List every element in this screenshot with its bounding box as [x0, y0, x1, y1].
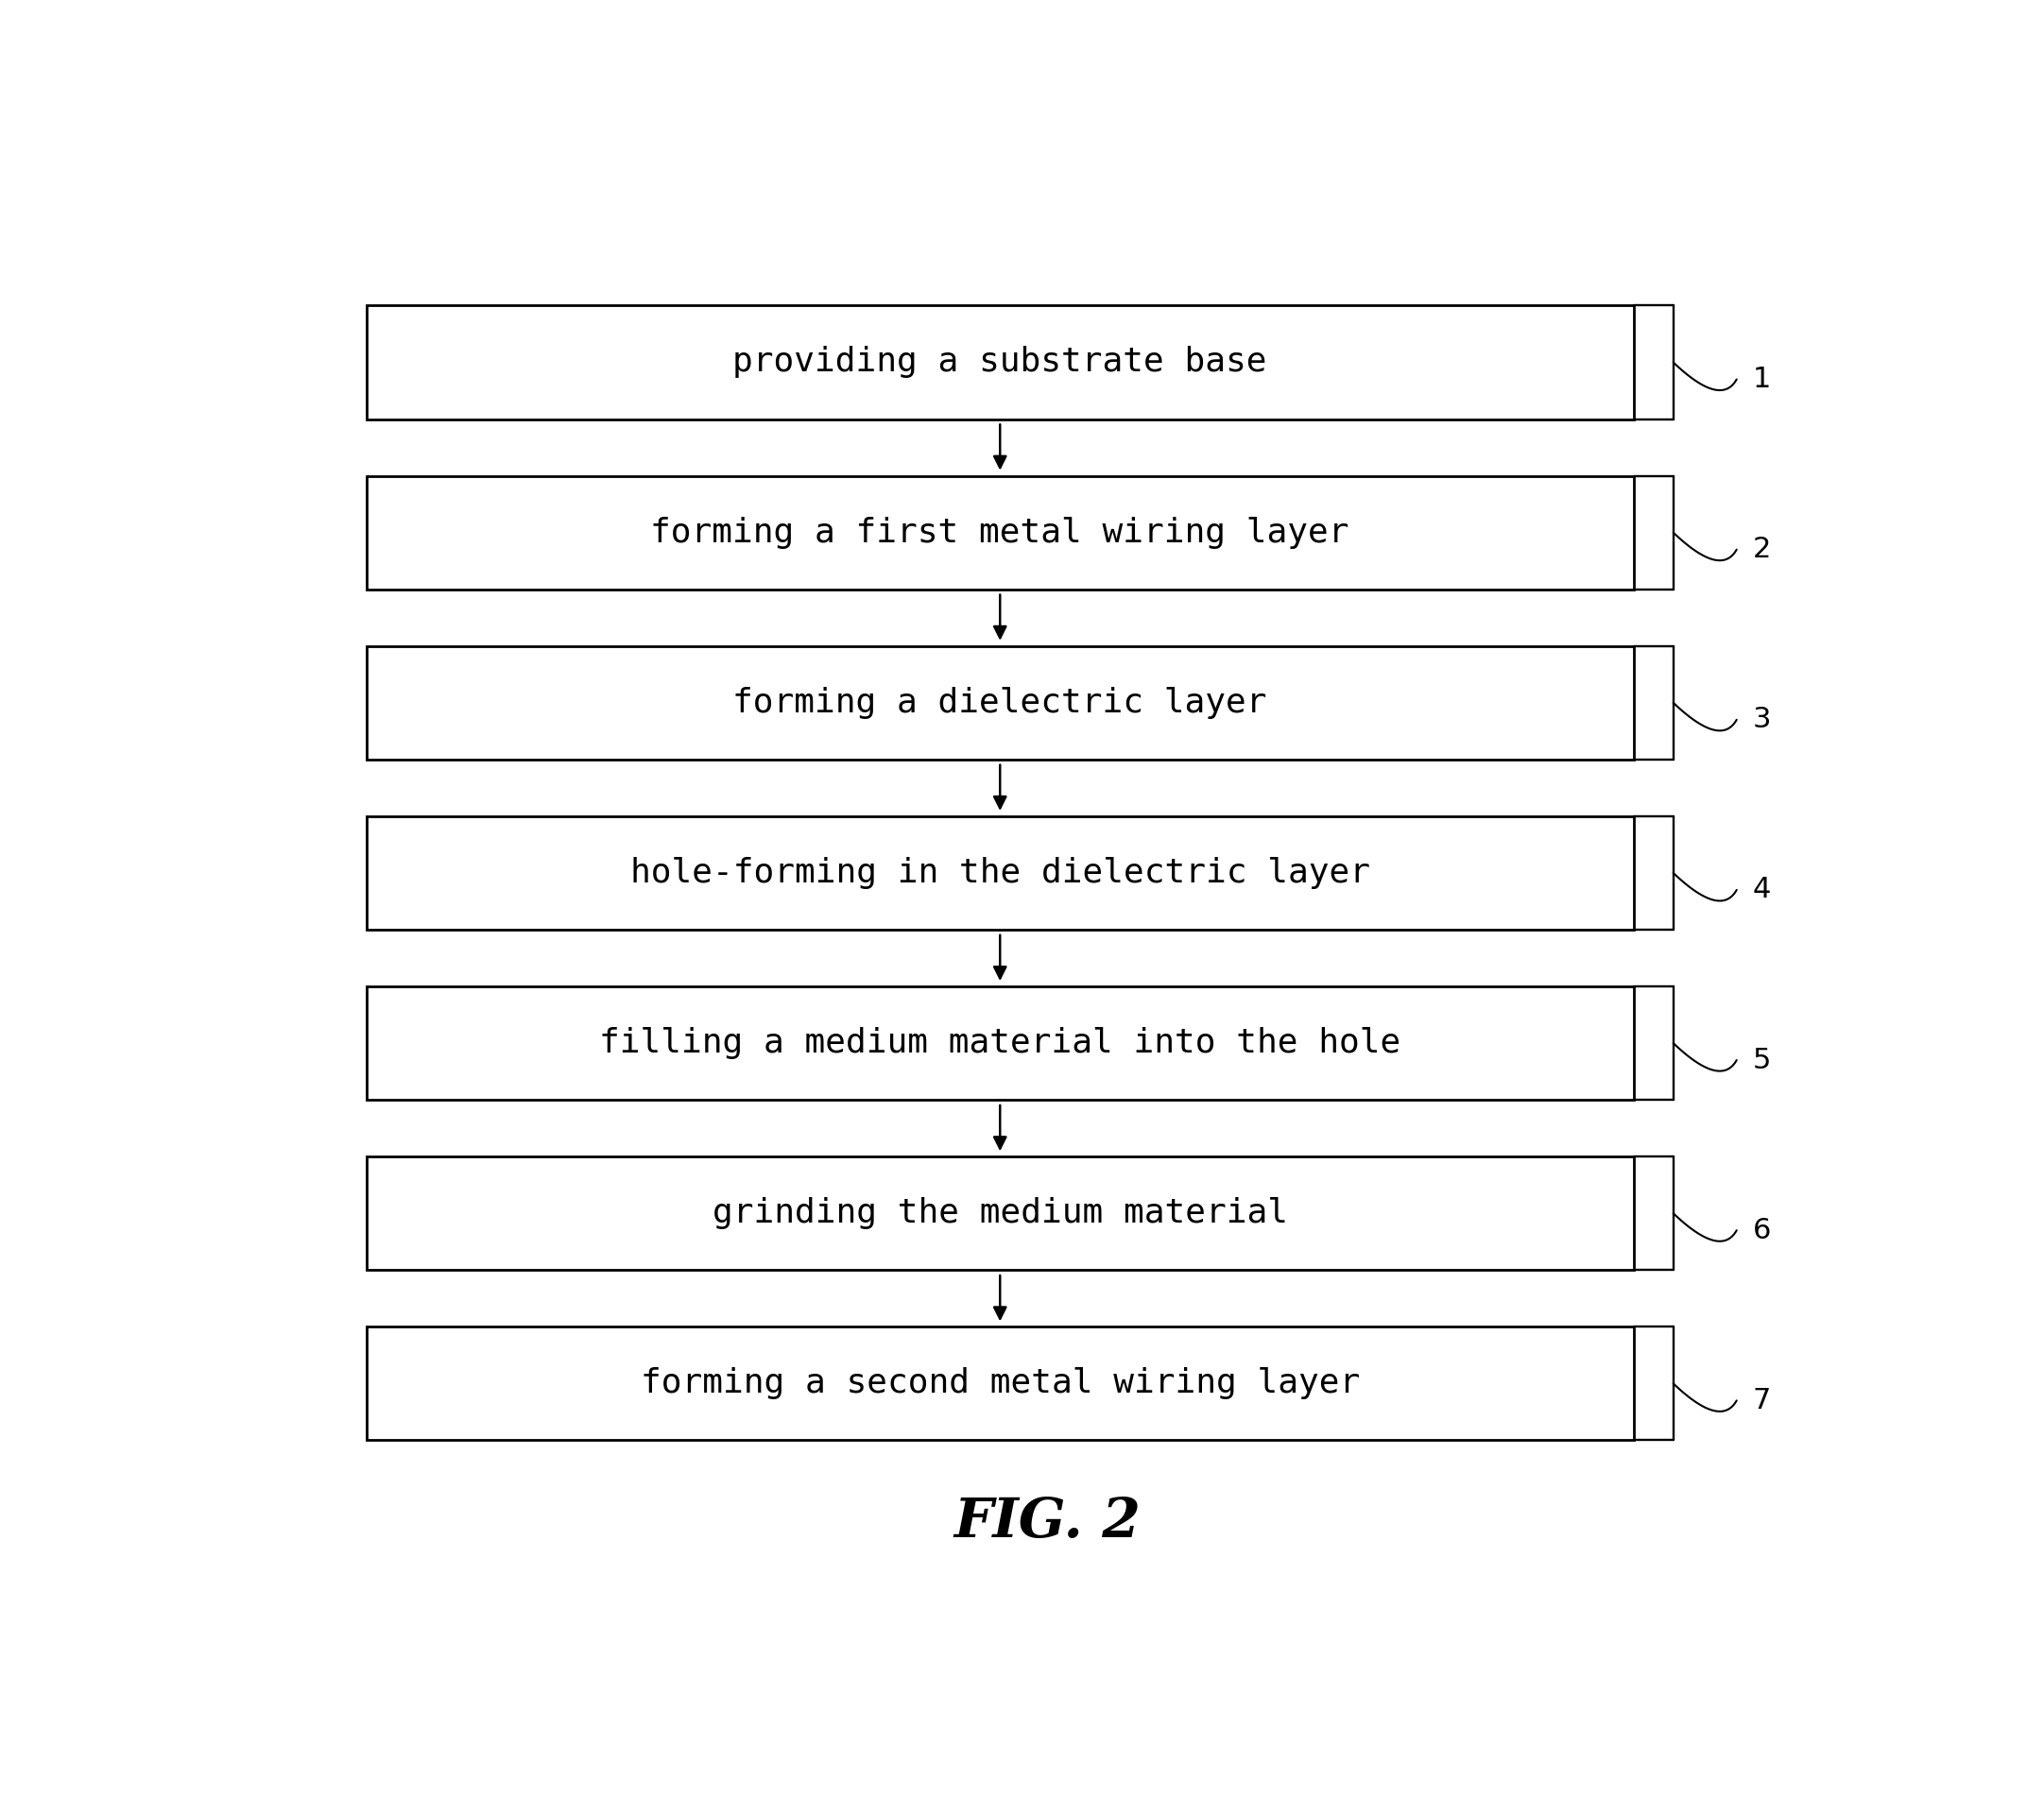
Bar — [366, 816, 1633, 929]
Text: 4: 4 — [1752, 877, 1770, 904]
Text: 1: 1 — [1752, 365, 1770, 394]
Bar — [366, 987, 1633, 1100]
Bar — [366, 1326, 1633, 1439]
Text: grinding the medium material: grinding the medium material — [711, 1197, 1288, 1229]
Text: filling a medium material into the hole: filling a medium material into the hole — [599, 1028, 1400, 1058]
Bar — [366, 476, 1633, 589]
Text: providing a substrate base: providing a substrate base — [734, 347, 1267, 379]
Text: 7: 7 — [1752, 1387, 1770, 1414]
Text: forming a first metal wiring layer: forming a first metal wiring layer — [650, 516, 1349, 548]
Text: 6: 6 — [1752, 1217, 1770, 1244]
Text: FIG. 2: FIG. 2 — [955, 1495, 1141, 1549]
Bar — [366, 645, 1633, 760]
Bar — [366, 305, 1633, 419]
Text: 5: 5 — [1752, 1046, 1770, 1075]
Bar — [366, 1157, 1633, 1270]
Text: 2: 2 — [1752, 536, 1770, 562]
Text: hole-forming in the dielectric layer: hole-forming in the dielectric layer — [630, 857, 1369, 890]
Text: 3: 3 — [1752, 706, 1770, 733]
Text: forming a second metal wiring layer: forming a second metal wiring layer — [640, 1368, 1359, 1400]
Text: forming a dielectric layer: forming a dielectric layer — [734, 686, 1267, 719]
